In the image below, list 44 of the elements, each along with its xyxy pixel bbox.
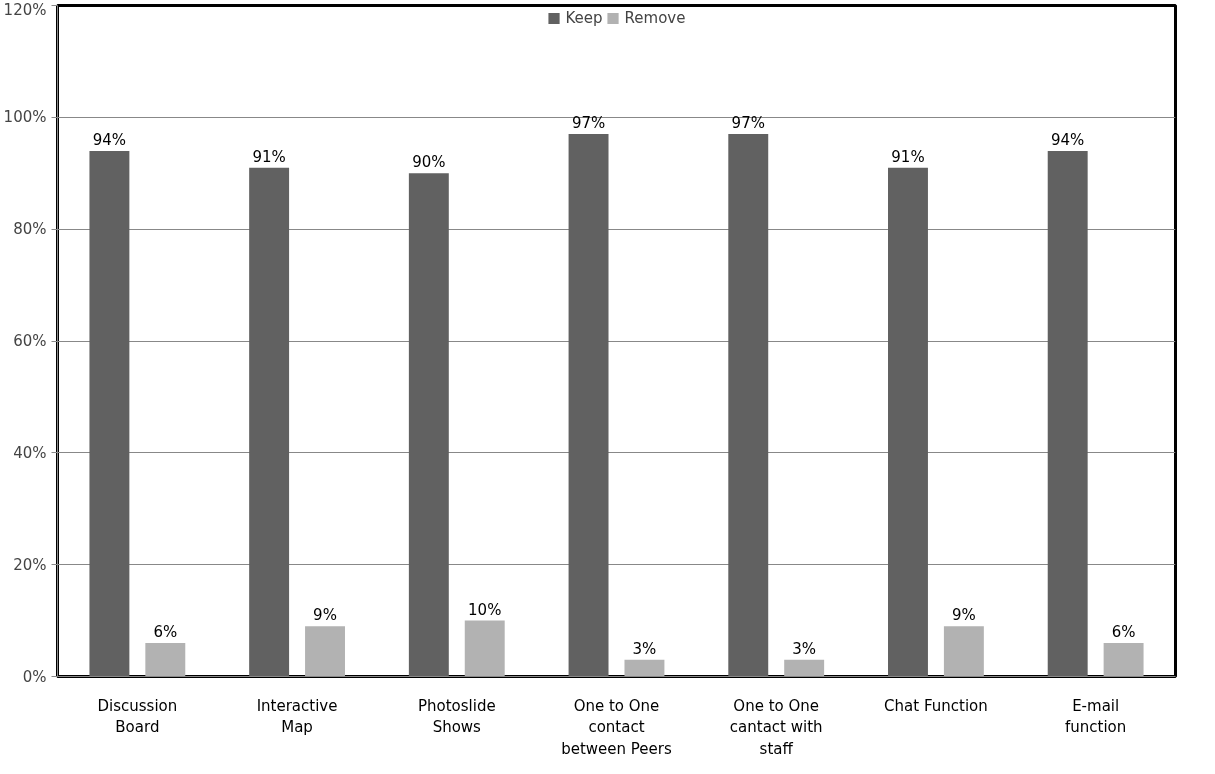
y-tick-label: 0% bbox=[22, 667, 47, 686]
bar bbox=[728, 134, 769, 677]
bar bbox=[943, 626, 984, 677]
bar bbox=[784, 659, 825, 677]
data-label: 10% bbox=[468, 600, 502, 619]
bar bbox=[408, 173, 449, 677]
y-tick-label: 120% bbox=[3, 0, 47, 19]
y-tick-label: 20% bbox=[13, 555, 47, 574]
bar bbox=[624, 659, 665, 677]
data-label: 97% bbox=[731, 114, 765, 133]
x-tick-label: Photoslide Shows bbox=[417, 696, 496, 737]
bar bbox=[568, 134, 609, 677]
x-tick-label: Interactive Map bbox=[256, 696, 338, 737]
data-label: 94% bbox=[1051, 130, 1085, 149]
data-label: 9% bbox=[951, 606, 976, 625]
bar bbox=[888, 167, 928, 677]
data-label: 90% bbox=[412, 153, 446, 172]
data-label: 6% bbox=[153, 622, 178, 641]
data-label: 91% bbox=[252, 147, 286, 166]
data-label: 97% bbox=[571, 114, 606, 133]
bar bbox=[305, 626, 345, 677]
bar bbox=[1103, 642, 1144, 677]
x-tick-label: Discussion Board bbox=[97, 696, 178, 737]
y-tick-label: 100% bbox=[3, 108, 47, 127]
bar bbox=[464, 620, 505, 677]
y-tick-label: 60% bbox=[13, 332, 47, 350]
x-tick-label: E-mail function bbox=[1065, 696, 1127, 737]
y-tick-label: 80% bbox=[13, 220, 47, 239]
data-label: 3% bbox=[632, 639, 657, 658]
y-tick-label: 40% bbox=[13, 443, 47, 462]
bar bbox=[145, 642, 186, 677]
bar bbox=[89, 150, 130, 677]
data-label: 9% bbox=[313, 606, 337, 625]
x-tick-label: Chat Function bbox=[884, 696, 988, 715]
bar bbox=[1047, 150, 1088, 677]
data-label: 6% bbox=[1111, 622, 1136, 641]
x-tick-label: One to One contact between Peers bbox=[561, 696, 672, 758]
bar bbox=[249, 167, 290, 677]
x-tick-label: One to One cantact with staff bbox=[729, 696, 823, 758]
legend-label: Remove bbox=[624, 9, 686, 27]
data-label: 94% bbox=[92, 130, 127, 149]
data-label: 91% bbox=[891, 147, 925, 166]
data-label: 3% bbox=[792, 639, 817, 658]
legend-label: Keep bbox=[565, 9, 603, 27]
